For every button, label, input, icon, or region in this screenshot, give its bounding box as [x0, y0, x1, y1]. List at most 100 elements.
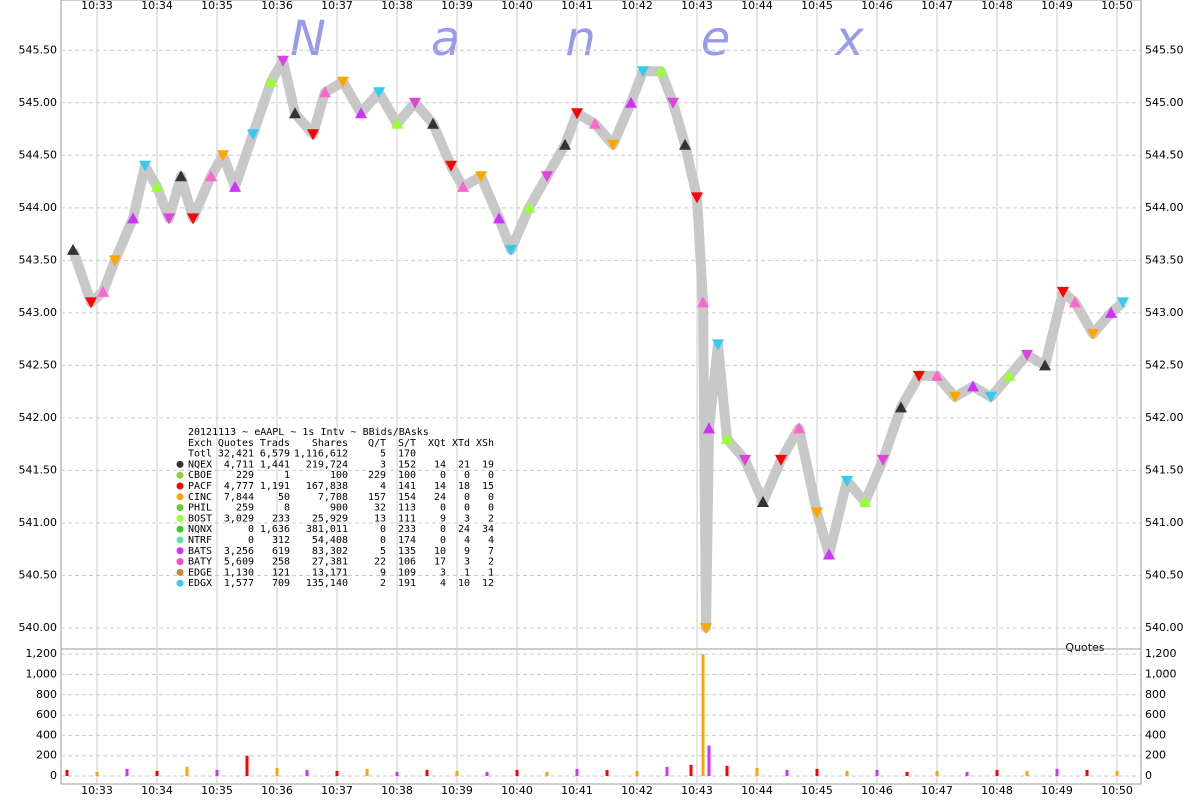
x-tick-label: 10:47 — [921, 784, 953, 797]
x-tick-label: 10:50 — [1101, 0, 1133, 12]
y-tick-label: 542.50 — [1145, 358, 1184, 371]
x-tick-label: 10:37 — [321, 0, 353, 12]
table-cell: 0 — [488, 503, 494, 514]
table-cell: 50 — [278, 492, 290, 503]
quote-marker — [505, 244, 517, 256]
table-cell: 3 — [380, 459, 386, 470]
table-cell: EDGE — [188, 567, 212, 578]
volume-bar — [875, 769, 879, 776]
table-cell: 4 — [464, 535, 470, 546]
quote-marker — [109, 255, 121, 267]
volume-bar — [665, 766, 669, 776]
table-cell: 3,256 — [224, 546, 254, 557]
table-cell: 0 — [440, 470, 446, 481]
quote-marker — [877, 454, 889, 466]
table-cell: Totl — [188, 449, 212, 460]
volume-bar — [335, 770, 339, 776]
table-cell: NTRF — [188, 535, 212, 546]
volume-bar — [635, 770, 639, 776]
volume-bar — [65, 769, 69, 776]
y2-tick-label: 0 — [1145, 769, 1152, 782]
table-cell: 22 — [374, 557, 386, 568]
table-cell: 9 — [440, 513, 446, 524]
table-cell: 900 — [330, 503, 348, 514]
table-cell: 0 — [248, 535, 254, 546]
y-tick-label: 544.50 — [1145, 148, 1184, 161]
table-cell: 0 — [488, 492, 494, 503]
volume-bar — [1085, 769, 1089, 776]
table-cell: 111 — [398, 513, 416, 524]
volume-bar — [707, 745, 711, 776]
y-tick-label: 542.00 — [19, 411, 58, 424]
quote-marker — [1021, 349, 1033, 361]
table-cell: 619 — [272, 546, 290, 557]
y-tick-label: 540.50 — [1145, 568, 1184, 581]
table-cell: 1,130 — [224, 567, 254, 578]
watermark: Nanex — [290, 11, 969, 67]
table-cell: 135,140 — [306, 578, 348, 589]
table-cell: 4 — [440, 578, 446, 589]
legend-marker — [176, 460, 184, 468]
table-cell: 219,724 — [306, 459, 348, 470]
y2-tick-label: 600 — [36, 708, 57, 721]
volume-bar — [995, 769, 999, 776]
volume-bar — [155, 770, 159, 776]
y2-tick-label: 400 — [36, 728, 57, 741]
table-cell: EDGX — [188, 578, 212, 589]
quote-marker — [841, 475, 853, 487]
quote-marker — [457, 180, 469, 192]
table-cell: 24 — [458, 524, 470, 535]
volume-bar — [935, 770, 939, 776]
plot-frame — [60, 0, 1142, 785]
volume-bar — [95, 771, 99, 776]
x-tick-label: 10:44 — [741, 0, 773, 12]
quote-marker — [337, 76, 349, 88]
table-cell: 3,029 — [224, 513, 254, 524]
table-cell: 157 — [368, 492, 386, 503]
table-cell: 106 — [398, 557, 416, 568]
quote-marker — [67, 243, 79, 255]
table-header: Q/T — [368, 438, 386, 449]
x-tick-label: 10:42 — [621, 0, 653, 12]
table-cell: 0 — [440, 524, 446, 535]
table-cell: 3 — [440, 567, 446, 578]
quote-marker — [739, 454, 751, 466]
quote-marker — [1003, 369, 1015, 381]
table-header: S/T — [398, 438, 416, 449]
quote-marker — [691, 192, 703, 204]
table-cell: 2 — [488, 557, 494, 568]
y-tick-label: 542.50 — [19, 358, 58, 371]
quote-marker — [85, 297, 97, 309]
x-tick-label: 10:35 — [201, 784, 233, 797]
y-tick-label: 544.50 — [19, 148, 58, 161]
y-tick-label: 545.00 — [1145, 96, 1184, 109]
y2-tick-label: 1,000 — [26, 667, 58, 680]
table-cell: 7,708 — [318, 492, 348, 503]
table-cell: 4 — [380, 481, 386, 492]
table-cell: 83,302 — [312, 546, 348, 557]
table-header: Trads — [260, 438, 290, 449]
volume-bar — [275, 767, 279, 776]
volume-bar — [575, 768, 579, 776]
quote-marker — [625, 96, 637, 108]
table-cell: BATY — [188, 557, 212, 568]
table-cell: 54,408 — [312, 535, 348, 546]
table-cell: 0 — [464, 503, 470, 514]
quote-marker — [493, 212, 505, 224]
table-cell: 3 — [464, 513, 470, 524]
table-cell: 5 — [380, 449, 386, 460]
table-cell: 233 — [398, 524, 416, 535]
volume-bar — [1055, 768, 1059, 776]
table-header: XQt — [428, 438, 446, 449]
quote-marker — [427, 117, 439, 129]
x-tick-label: 10:33 — [81, 784, 113, 797]
table-cell: 167,838 — [306, 481, 348, 492]
table-cell: 12 — [482, 578, 494, 589]
volume-bar — [701, 654, 705, 776]
table-cell: 0 — [440, 503, 446, 514]
quote-marker — [175, 170, 187, 182]
quote-marker — [229, 180, 241, 192]
quote-marker — [475, 171, 487, 183]
table-header: Exch — [188, 438, 212, 449]
